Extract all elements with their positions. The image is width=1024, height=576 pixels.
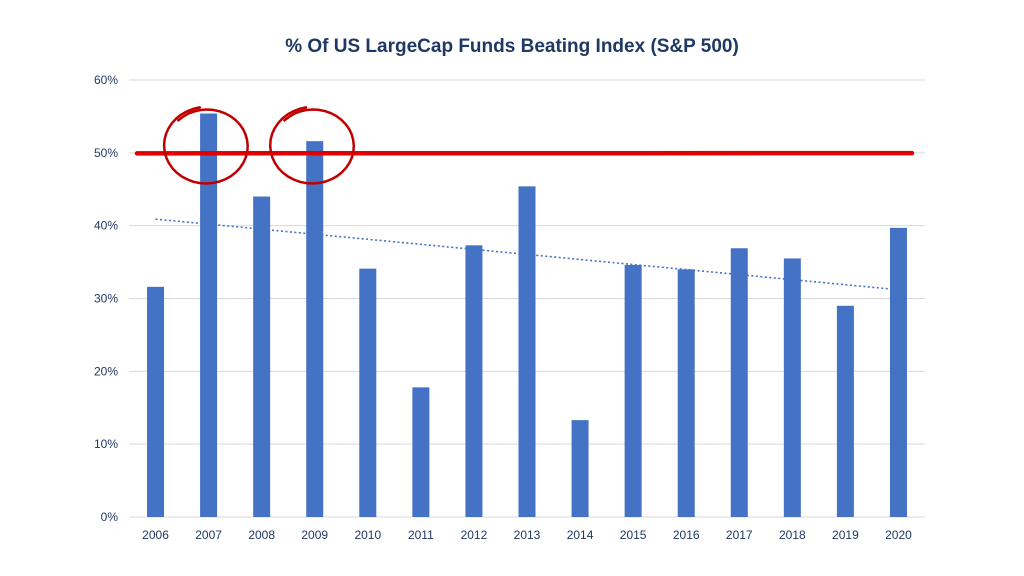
- bar-2006: [147, 286, 165, 517]
- x-tick-label: 2018: [779, 528, 806, 542]
- bar-2008: [253, 196, 271, 518]
- x-tick-label: 2013: [514, 528, 541, 542]
- y-tick-label: 50%: [94, 146, 118, 160]
- x-tick-label: 2010: [354, 528, 381, 542]
- x-tick-label: 2011: [408, 528, 434, 542]
- y-tick-label: 20%: [94, 364, 118, 378]
- highlight-circle-2009: [268, 106, 356, 185]
- trendline: [155, 218, 899, 291]
- x-tick-label: 2019: [832, 528, 859, 542]
- bar-2011: [412, 387, 430, 517]
- y-tick-label: 0%: [101, 510, 119, 524]
- x-tick-label: 2020: [885, 528, 912, 542]
- x-tick-label: 2015: [620, 528, 647, 542]
- bar-2010: [359, 268, 377, 517]
- bar-2007: [200, 113, 218, 518]
- bar-2012: [465, 245, 483, 517]
- x-tick-label: 2012: [461, 528, 488, 542]
- y-tick-label: 40%: [94, 219, 118, 233]
- bar-2009: [306, 141, 324, 517]
- bar-2013: [518, 186, 536, 517]
- bar-2016: [677, 269, 695, 517]
- chart-title: % Of US LargeCap Funds Beating Index (S&…: [285, 36, 739, 57]
- y-tick-label: 60%: [94, 73, 118, 87]
- x-tick-label: 2014: [567, 528, 594, 542]
- bar-2019: [836, 305, 854, 517]
- x-tick-label: 2008: [248, 528, 275, 542]
- x-tick-label: 2016: [673, 528, 700, 542]
- x-tick-label: 2007: [195, 528, 222, 542]
- x-tick-label: 2017: [726, 528, 753, 542]
- bar-2014: [571, 420, 589, 517]
- reference-line: [134, 150, 915, 156]
- y-tick-label: 10%: [94, 437, 118, 451]
- highlight-circle-2007: [162, 106, 249, 185]
- bar-2017: [730, 248, 748, 517]
- x-tick-label: 2006: [142, 528, 169, 542]
- bar-2015: [624, 264, 642, 517]
- x-tick-label: 2009: [301, 528, 328, 542]
- y-tick-label: 30%: [94, 292, 118, 306]
- bar-2018: [783, 258, 801, 517]
- bar-2020: [889, 227, 907, 517]
